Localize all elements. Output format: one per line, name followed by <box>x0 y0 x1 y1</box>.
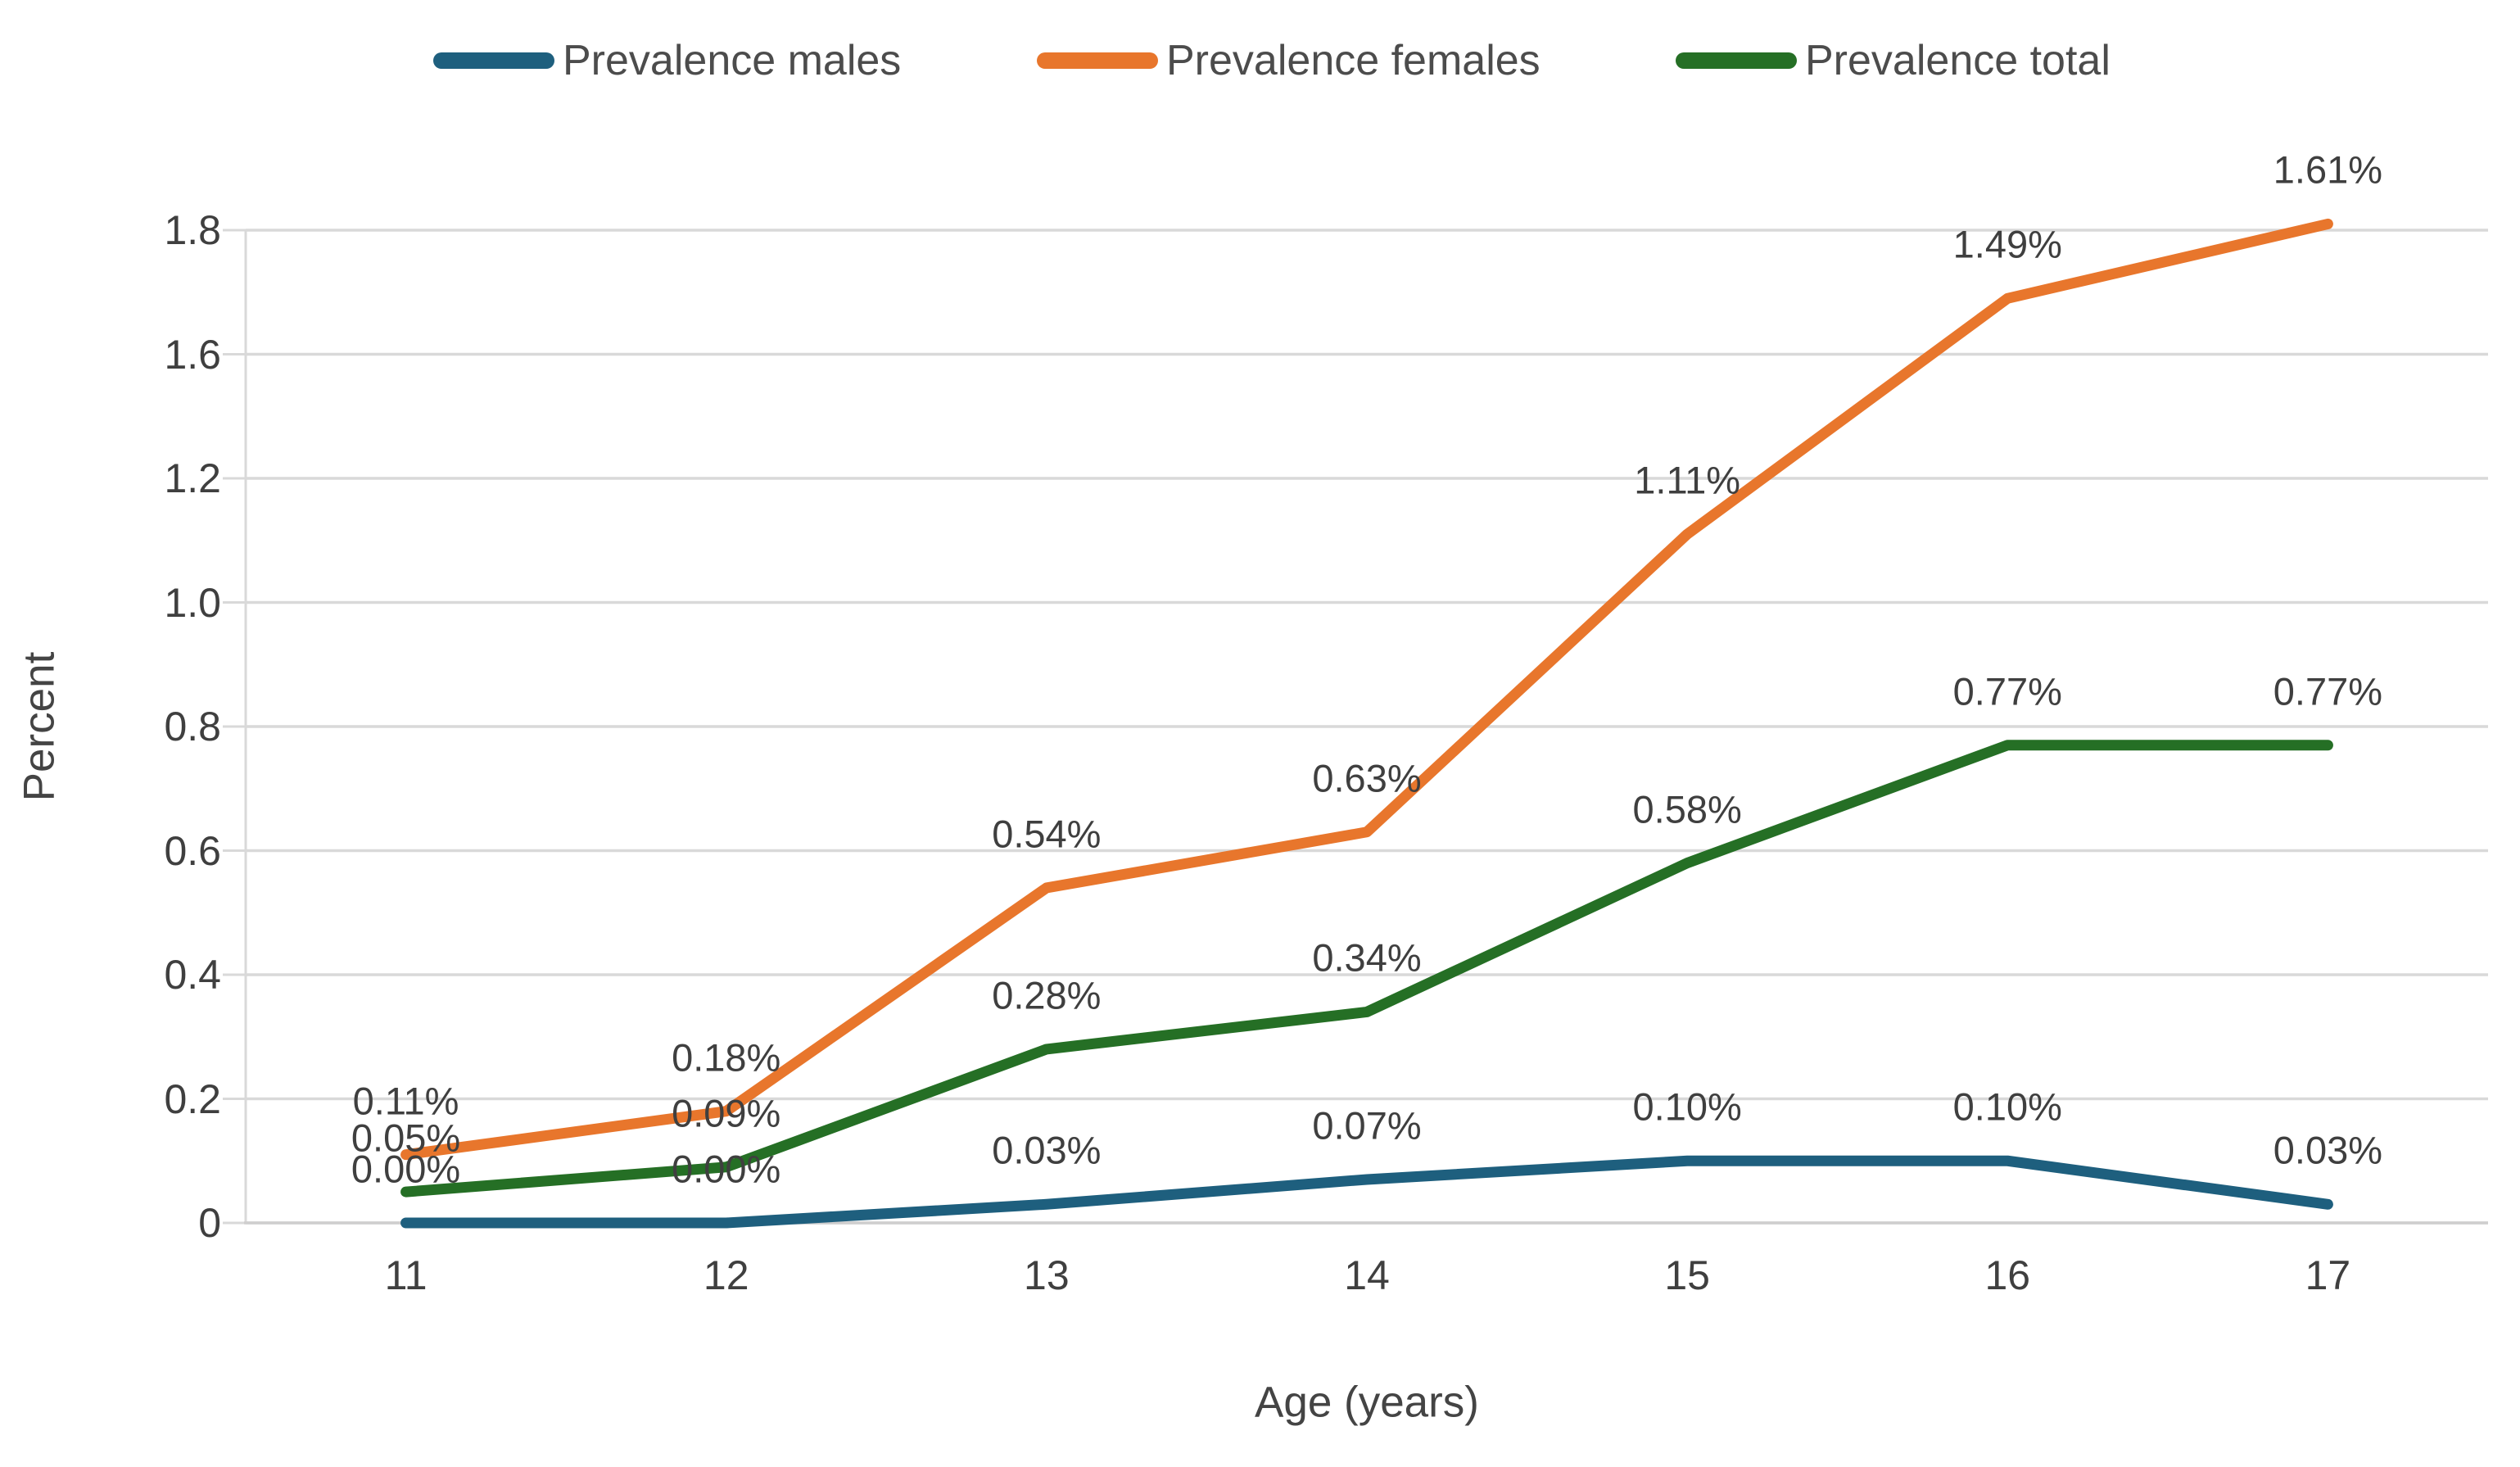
data-label: 0.03% <box>2273 1128 2383 1172</box>
data-label: 0.11% <box>352 1079 459 1123</box>
data-label: 0.00% <box>351 1147 461 1191</box>
data-label: 0.34% <box>1312 935 1422 980</box>
x-axis-title: Age (years) <box>1255 1378 1479 1427</box>
data-label: 0.10% <box>1632 1084 1742 1129</box>
x-tick-label: 14 <box>1344 1252 1390 1298</box>
x-tick-label: 15 <box>1664 1252 1710 1298</box>
y-tick-label: 1.6 <box>164 331 221 378</box>
data-label: 0.10% <box>1952 1084 2062 1129</box>
data-label: 0.00% <box>672 1147 781 1191</box>
x-tick-label: 12 <box>703 1252 749 1298</box>
y-tick-label: 1.2 <box>164 455 221 501</box>
legend-item-males: Prevalence males <box>433 31 901 90</box>
data-label: 0.05% <box>351 1116 461 1160</box>
data-label: 0.07% <box>1312 1103 1422 1148</box>
legend-item-total: Prevalence total <box>1676 31 2111 90</box>
females-line-swatch-icon <box>1037 52 1158 69</box>
y-tick-label: 1.8 <box>164 207 221 253</box>
series-line-prevalence-males <box>400 1155 2333 1229</box>
y-tick-label: 0.8 <box>164 704 221 749</box>
x-tick-label: 11 <box>384 1252 428 1298</box>
x-tick-label: 17 <box>2305 1252 2351 1298</box>
data-label: 1.61% <box>2273 147 2383 192</box>
series-line-prevalence-total <box>400 740 2333 1198</box>
x-tick-label: 13 <box>1024 1252 1070 1298</box>
data-label: 0.28% <box>992 973 1102 1017</box>
data-label: 0.63% <box>1312 756 1422 800</box>
y-tick-label: 0.6 <box>164 827 221 874</box>
y-tick-label: 1.0 <box>164 579 221 626</box>
legend-item-females: Prevalence females <box>1037 31 1541 90</box>
data-label: 0.58% <box>1632 787 1742 831</box>
data-label: 0.09% <box>672 1091 781 1135</box>
data-label: 0.77% <box>2273 669 2383 713</box>
data-label: 0.77% <box>1952 669 2062 713</box>
y-tick-label: 0 <box>198 1200 221 1246</box>
legend-label-females: Prevalence females <box>1166 37 1541 84</box>
y-tick-label: 0.4 <box>164 952 221 998</box>
data-label: 1.11% <box>1634 458 1741 502</box>
data-label: 0.54% <box>992 812 1102 856</box>
legend-label-total: Prevalence total <box>1805 37 2111 84</box>
legend-label-males: Prevalence males <box>563 37 902 84</box>
y-tick-label: 0.2 <box>164 1075 221 1122</box>
data-label: 0.03% <box>992 1128 1102 1172</box>
series-line-prevalence-females <box>400 218 2333 1161</box>
total-line-swatch-icon <box>1676 52 1797 69</box>
x-tick-label: 16 <box>1984 1252 2031 1298</box>
data-label: 0.18% <box>672 1035 781 1080</box>
males-line-swatch-icon <box>433 52 554 69</box>
data-label: 1.49% <box>1952 222 2062 266</box>
